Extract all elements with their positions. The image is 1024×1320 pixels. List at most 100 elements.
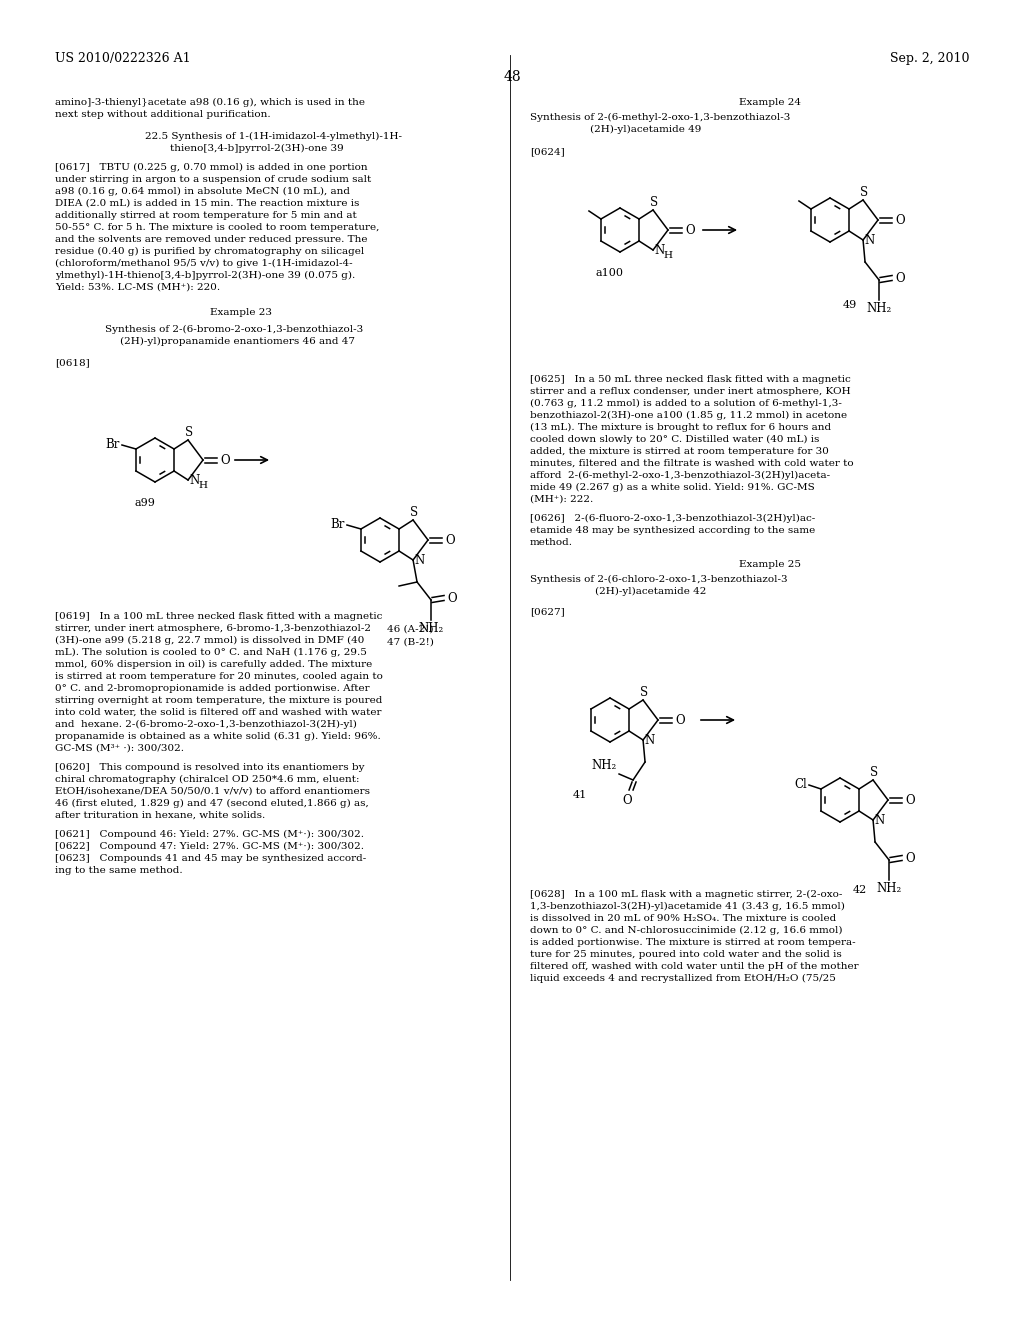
Text: Example 23: Example 23 [210,308,272,317]
Text: a100: a100 [596,268,624,279]
Text: down to 0° C. and N-chlorosuccinimide (2.12 g, 16.6 mmol): down to 0° C. and N-chlorosuccinimide (2… [530,927,843,935]
Text: S: S [650,195,658,209]
Text: Sep. 2, 2010: Sep. 2, 2010 [890,51,969,65]
Text: N: N [644,734,654,747]
Text: (13 mL). The mixture is brought to reflux for 6 hours and: (13 mL). The mixture is brought to reflu… [530,422,831,432]
Text: (2H)-yl)propanamide enantiomers 46 and 47: (2H)-yl)propanamide enantiomers 46 and 4… [120,337,355,346]
Text: H: H [664,252,672,260]
Text: and  hexane. 2-(6-bromo-2-oxo-1,3-benzothiazol-3(2H)-yl): and hexane. 2-(6-bromo-2-oxo-1,3-benzoth… [55,719,357,729]
Text: [0617]   TBTU (0.225 g, 0.70 mmol) is added in one portion: [0617] TBTU (0.225 g, 0.70 mmol) is adde… [55,162,368,172]
Text: Br: Br [331,517,345,531]
Text: etamide 48 may be synthesized according to the same: etamide 48 may be synthesized according … [530,525,815,535]
Text: NH₂: NH₂ [866,302,892,315]
Text: O: O [685,223,694,236]
Text: 22.5 Synthesis of 1-(1H-imidazol-4-ylmethyl)-1H-: 22.5 Synthesis of 1-(1H-imidazol-4-ylmet… [145,132,402,141]
Text: O: O [447,591,457,605]
Text: liquid exceeds 4 and recrystallized from EtOH/H₂O (75/25: liquid exceeds 4 and recrystallized from… [530,974,836,983]
Text: S: S [870,766,879,779]
Text: and the solvents are removed under reduced pressure. The: and the solvents are removed under reduc… [55,235,368,244]
Text: cooled down slowly to 20° C. Distilled water (40 mL) is: cooled down slowly to 20° C. Distilled w… [530,436,819,444]
Text: Example 24: Example 24 [739,98,801,107]
Text: is added portionwise. The mixture is stirred at room tempera-: is added portionwise. The mixture is sti… [530,939,856,946]
Text: Synthesis of 2-(6-methyl-2-oxo-1,3-benzothiazol-3: Synthesis of 2-(6-methyl-2-oxo-1,3-benzo… [530,114,791,123]
Text: N: N [864,234,874,247]
Text: S: S [860,186,868,199]
Text: 48: 48 [503,70,521,84]
Text: stirrer and a reflux condenser, under inert atmosphere, KOH: stirrer and a reflux condenser, under in… [530,387,851,396]
Text: added, the mixture is stirred at room temperature for 30: added, the mixture is stirred at room te… [530,447,828,455]
Text: ture for 25 minutes, poured into cold water and the solid is: ture for 25 minutes, poured into cold wa… [530,950,842,960]
Text: 0° C. and 2-bromopropionamide is added portionwise. After: 0° C. and 2-bromopropionamide is added p… [55,684,370,693]
Text: H: H [198,482,207,491]
Text: under stirring in argon to a suspension of crude sodium salt: under stirring in argon to a suspension … [55,176,372,183]
Text: thieno[3,4-b]pyrrol-2(3H)-one 39: thieno[3,4-b]pyrrol-2(3H)-one 39 [170,144,344,153]
Text: 49: 49 [843,300,857,310]
Text: 47 (B-2!): 47 (B-2!) [387,638,433,647]
Text: NH₂: NH₂ [592,759,617,772]
Text: stirring overnight at room temperature, the mixture is poured: stirring overnight at room temperature, … [55,696,382,705]
Text: O: O [623,795,632,807]
Text: mmol, 60% dispersion in oil) is carefully added. The mixture: mmol, 60% dispersion in oil) is carefull… [55,660,373,669]
Text: is dissolved in 20 mL of 90% H₂SO₄. The mixture is cooled: is dissolved in 20 mL of 90% H₂SO₄. The … [530,913,837,923]
Text: afford  2-(6-methyl-2-oxo-1,3-benzothiazol-3(2H)yl)aceta-: afford 2-(6-methyl-2-oxo-1,3-benzothiazo… [530,471,830,480]
Text: residue (0.40 g) is purified by chromatography on silicagel: residue (0.40 g) is purified by chromato… [55,247,365,256]
Text: [0620]   This compound is resolved into its enantiomers by: [0620] This compound is resolved into it… [55,763,365,772]
Text: ing to the same method.: ing to the same method. [55,866,182,875]
Text: N: N [189,474,200,487]
Text: additionally stirred at room temperature for 5 min and at: additionally stirred at room temperature… [55,211,356,220]
Text: [0628]   In a 100 mL flask with a magnetic stirrer, 2-(2-oxo-: [0628] In a 100 mL flask with a magnetic… [530,890,843,899]
Text: benzothiazol-2(3H)-one a100 (1.85 g, 11.2 mmol) in acetone: benzothiazol-2(3H)-one a100 (1.85 g, 11.… [530,411,847,420]
Text: 46 (first eluted, 1.829 g) and 47 (second eluted,1.866 g) as,: 46 (first eluted, 1.829 g) and 47 (secon… [55,799,369,808]
Text: amino]-3-thienyl}acetate a98 (0.16 g), which is used in the: amino]-3-thienyl}acetate a98 (0.16 g), w… [55,98,365,107]
Text: N: N [414,553,424,566]
Text: stirrer, under inert atmosphere, 6-bromo-1,3-benzothiazol-2: stirrer, under inert atmosphere, 6-bromo… [55,624,371,634]
Text: [0624]: [0624] [530,147,565,156]
Text: Yield: 53%. LC-MS (MH⁺): 220.: Yield: 53%. LC-MS (MH⁺): 220. [55,282,220,292]
Text: filtered off, washed with cold water until the pH of the mother: filtered off, washed with cold water unt… [530,962,859,972]
Text: EtOH/isohexane/DEA 50/50/0.1 v/v/v) to afford enantiomers: EtOH/isohexane/DEA 50/50/0.1 v/v/v) to a… [55,787,370,796]
Text: ylmethyl)-1H-thieno[3,4-b]pyrrol-2(3H)-one 39 (0.075 g).: ylmethyl)-1H-thieno[3,4-b]pyrrol-2(3H)-o… [55,271,355,280]
Text: into cold water, the solid is filtered off and washed with water: into cold water, the solid is filtered o… [55,708,382,717]
Text: O: O [895,214,904,227]
Text: (2H)-yl)acetamide 49: (2H)-yl)acetamide 49 [590,125,701,135]
Text: NH₂: NH₂ [419,622,443,635]
Text: (0.763 g, 11.2 mmol) is added to a solution of 6-methyl-1,3-: (0.763 g, 11.2 mmol) is added to a solut… [530,399,842,408]
Text: (2H)-yl)acetamide 42: (2H)-yl)acetamide 42 [595,587,707,597]
Text: next step without additional purification.: next step without additional purificatio… [55,110,270,119]
Text: S: S [185,426,194,440]
Text: a99: a99 [134,498,156,508]
Text: [0627]: [0627] [530,607,565,616]
Text: 42: 42 [853,884,867,895]
Text: propanamide is obtained as a white solid (6.31 g). Yield: 96%.: propanamide is obtained as a white solid… [55,733,381,741]
Text: O: O [445,533,455,546]
Text: method.: method. [530,539,573,546]
Text: Cl: Cl [795,777,807,791]
Text: 41: 41 [572,789,587,800]
Text: chiral chromatography (chiralcel OD 250*4.6 mm, eluent:: chiral chromatography (chiralcel OD 250*… [55,775,359,784]
Text: [0625]   In a 50 mL three necked flask fitted with a magnetic: [0625] In a 50 mL three necked flask fit… [530,375,851,384]
Text: [0622]   Compound 47: Yield: 27%. GC-MS (M⁺·): 300/302.: [0622] Compound 47: Yield: 27%. GC-MS (M… [55,842,364,851]
Text: [0619]   In a 100 mL three necked flask fitted with a magnetic: [0619] In a 100 mL three necked flask fi… [55,612,382,620]
Text: N: N [874,813,885,826]
Text: is stirred at room temperature for 20 minutes, cooled again to: is stirred at room temperature for 20 mi… [55,672,383,681]
Text: N: N [654,243,665,256]
Text: [0626]   2-(6-fluoro-2-oxo-1,3-benzothiazol-3(2H)yl)ac-: [0626] 2-(6-fluoro-2-oxo-1,3-benzothiazo… [530,513,815,523]
Text: mide 49 (2.267 g) as a white solid. Yield: 91%. GC-MS: mide 49 (2.267 g) as a white solid. Yiel… [530,483,815,492]
Text: (chloroform/methanol 95/5 v/v) to give 1-(1H-imidazol-4-: (chloroform/methanol 95/5 v/v) to give 1… [55,259,352,268]
Text: [0618]: [0618] [55,358,90,367]
Text: US 2010/0222326 A1: US 2010/0222326 A1 [55,51,190,65]
Text: 46 (A-2!): 46 (A-2!) [387,624,433,634]
Text: S: S [410,506,418,519]
Text: (3H)-one a99 (5.218 g, 22.7 mmol) is dissolved in DMF (40: (3H)-one a99 (5.218 g, 22.7 mmol) is dis… [55,636,365,645]
Text: Example 25: Example 25 [739,560,801,569]
Text: (MH⁺): 222.: (MH⁺): 222. [530,495,593,504]
Text: GC-MS (M³⁺ ·): 300/302.: GC-MS (M³⁺ ·): 300/302. [55,744,184,752]
Text: Br: Br [105,437,120,450]
Text: Synthesis of 2-(6-chloro-2-oxo-1,3-benzothiazol-3: Synthesis of 2-(6-chloro-2-oxo-1,3-benzo… [530,576,787,585]
Text: Synthesis of 2-(6-bromo-2-oxo-1,3-benzothiazol-3: Synthesis of 2-(6-bromo-2-oxo-1,3-benzot… [105,325,364,334]
Text: O: O [905,851,914,865]
Text: S: S [640,686,648,700]
Text: O: O [895,272,904,285]
Text: O: O [675,714,685,726]
Text: after trituration in hexane, white solids.: after trituration in hexane, white solid… [55,810,265,820]
